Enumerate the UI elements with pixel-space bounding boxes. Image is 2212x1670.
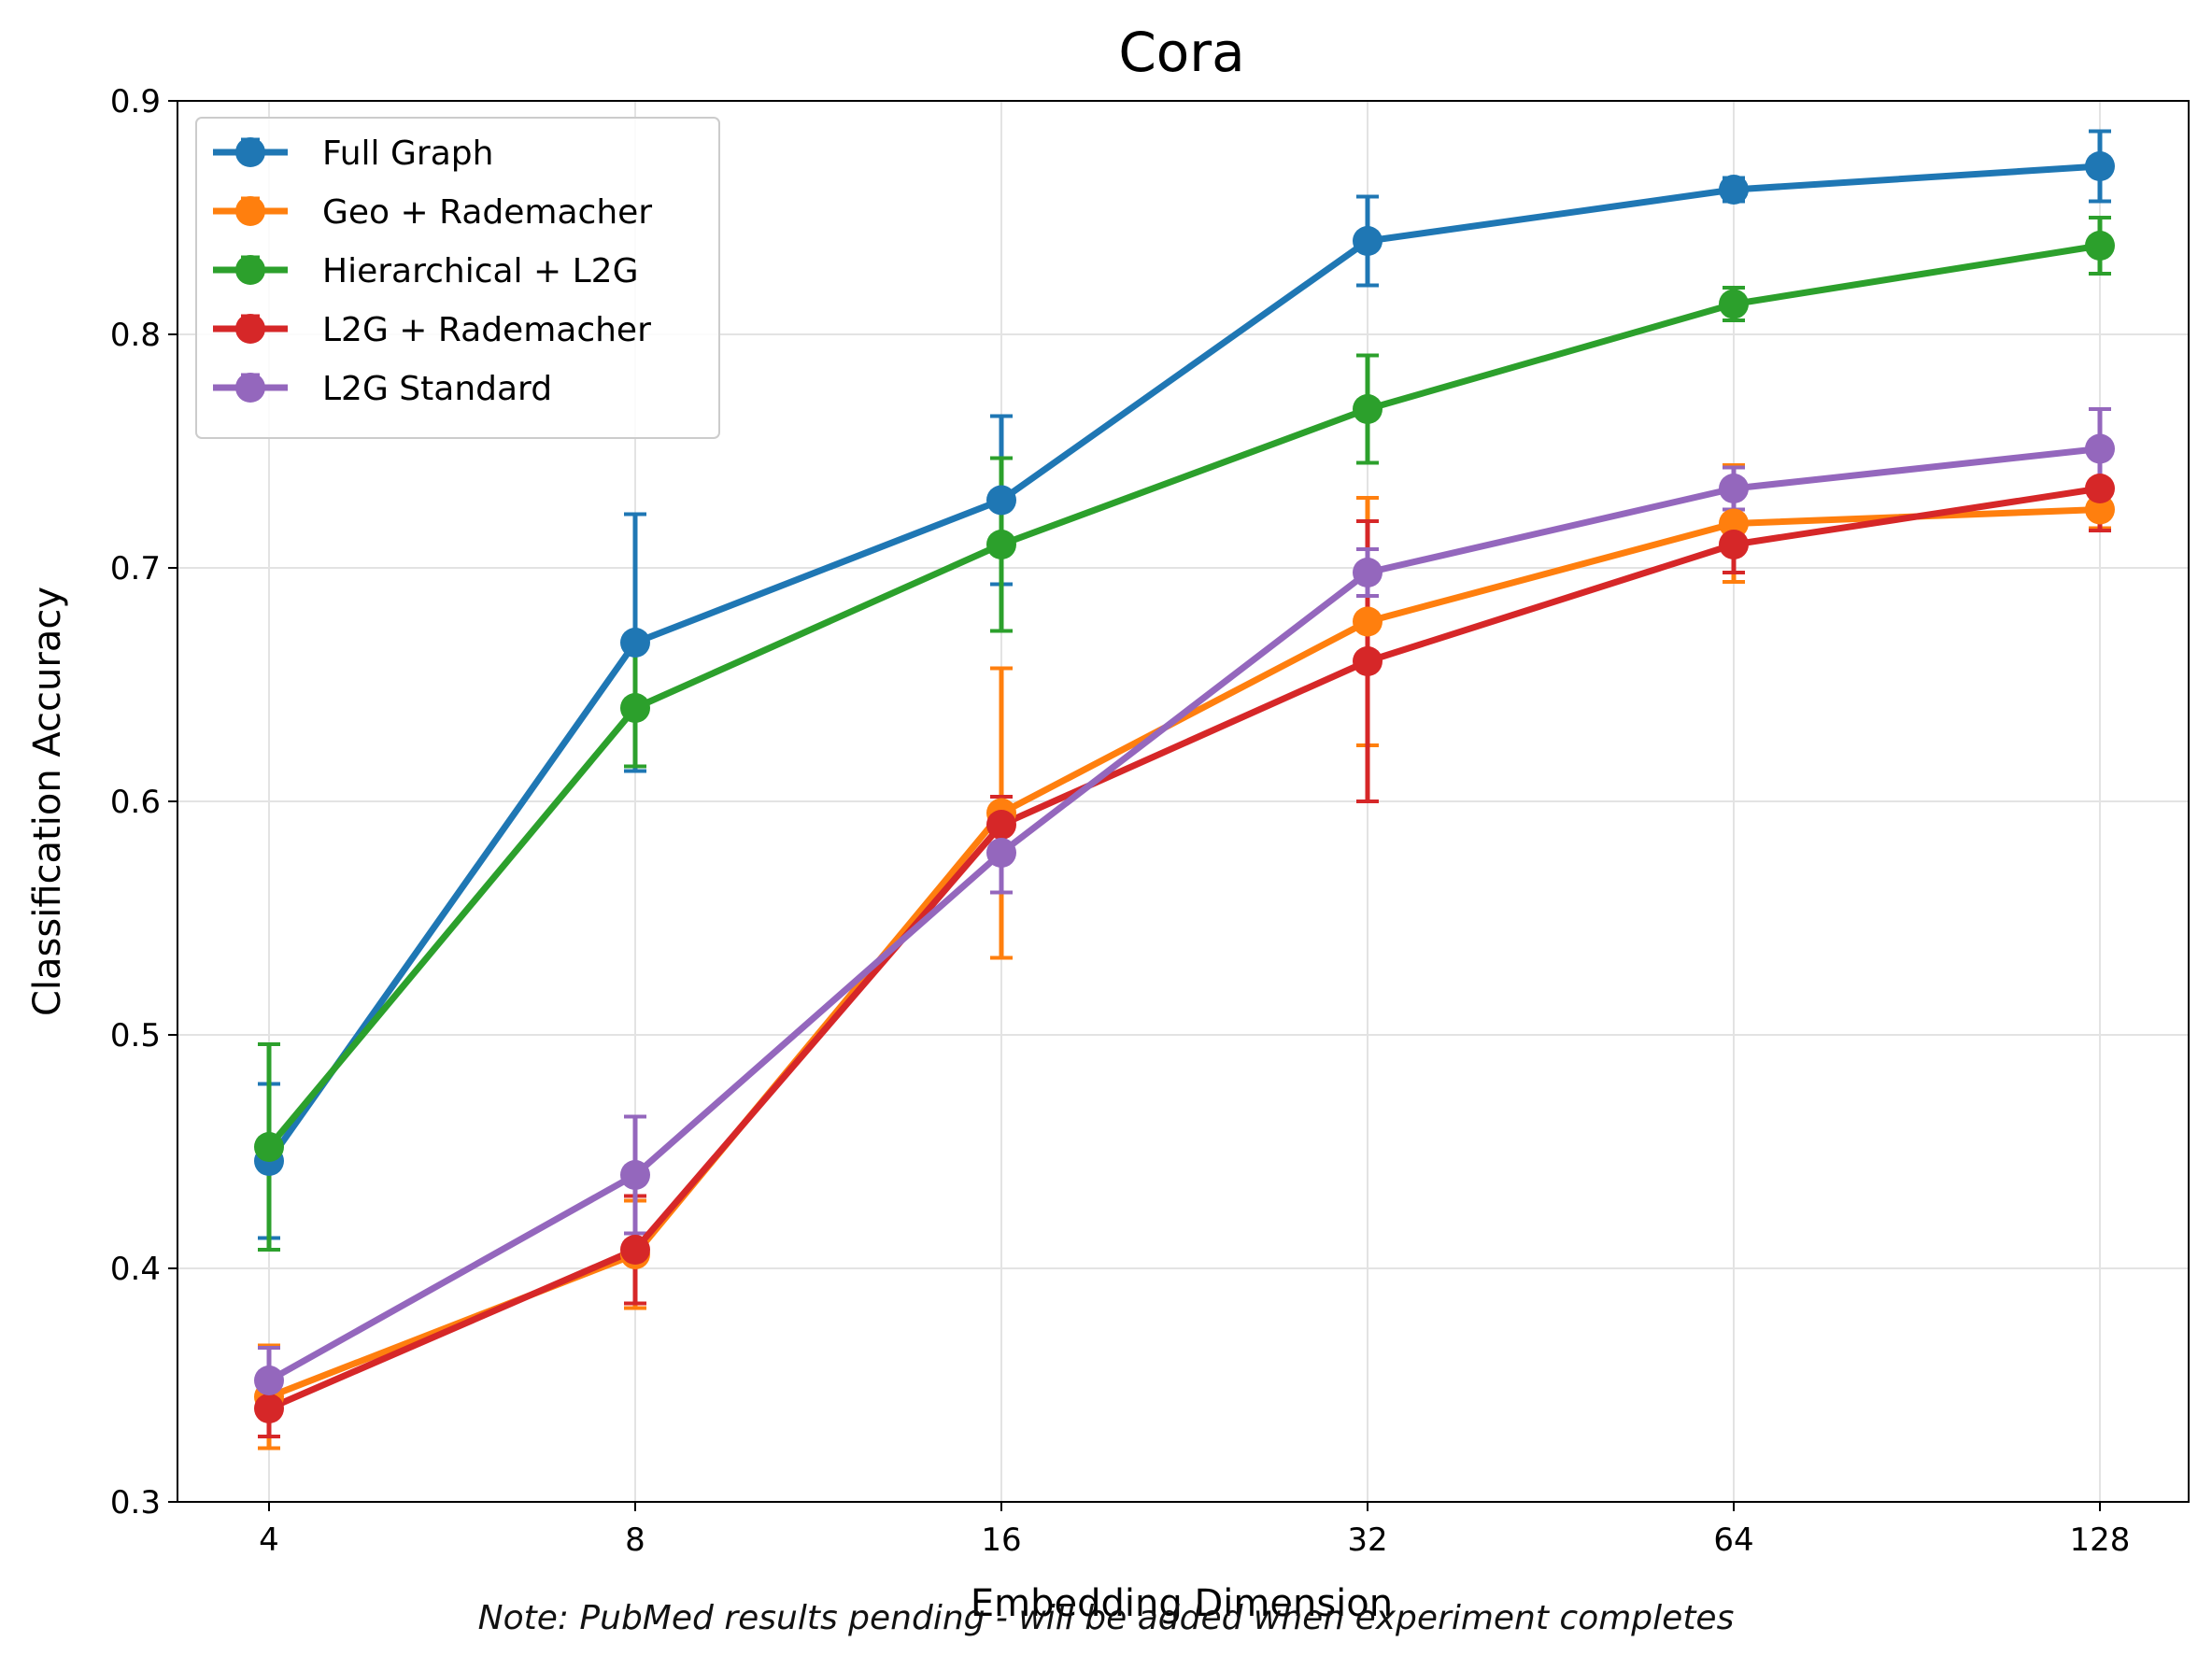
- legend-entry-geo-rademacher: Geo + Rademacher: [213, 193, 652, 232]
- legend-marker: [235, 137, 265, 167]
- data-point-hierarchical-l2g: [1353, 394, 1382, 424]
- series-line-full-graph: [266, 163, 2101, 1164]
- data-point-full-graph: [1719, 175, 1749, 205]
- data-point-l2g-standard: [1353, 558, 1382, 587]
- data-point-l2g-standard: [254, 1366, 284, 1395]
- series-line-l2g-rademacher: [267, 485, 2101, 1412]
- legend-entry-l2g-standard: L2G Standard: [213, 370, 552, 408]
- series-line-l2g-standard: [267, 446, 2101, 1384]
- y-tick-label: 0.6: [110, 784, 161, 821]
- legend-label: Geo + Rademacher: [322, 193, 652, 232]
- x-tick-label: 64: [1713, 1521, 1753, 1559]
- data-point-hierarchical-l2g: [2085, 231, 2115, 261]
- data-point-l2g-rademacher: [1719, 530, 1749, 559]
- data-point-l2g-rademacher: [2085, 474, 2115, 503]
- data-point-geo-rademacher: [1719, 508, 1749, 539]
- data-point-l2g-rademacher: [986, 810, 1016, 840]
- series-line-geo-rademacher: [267, 506, 2101, 1400]
- data-point-l2g-standard: [620, 1160, 650, 1190]
- data-point-hierarchical-l2g: [254, 1132, 284, 1162]
- series-lines: [266, 163, 2101, 1412]
- legend-marker: [235, 255, 265, 285]
- data-point-hierarchical-l2g: [620, 693, 650, 723]
- legend-entry-hierarchical-l2g: Hierarchical + L2G: [213, 252, 638, 290]
- x-tick-label: 4: [259, 1521, 279, 1559]
- data-point-l2g-rademacher: [254, 1394, 284, 1423]
- y-tick-label: 0.8: [110, 317, 161, 354]
- x-tick-label: 8: [625, 1521, 645, 1559]
- legend-label: Full Graph: [322, 134, 493, 173]
- data-point-l2g-rademacher: [1353, 646, 1382, 676]
- x-axis-label: Embedding Dimension: [971, 1582, 1393, 1625]
- data-point-l2g-rademacher: [620, 1235, 650, 1265]
- y-tick-label: 0.7: [110, 550, 161, 587]
- data-point-full-graph: [1353, 226, 1382, 256]
- x-tick-label: 16: [981, 1521, 1021, 1559]
- y-tick-label: 0.3: [110, 1484, 161, 1521]
- y-tick-label: 0.5: [110, 1017, 161, 1054]
- y-axis-ticks: 0.3 0.4 0.5 0.6 0.7 0.8 0.9: [110, 83, 177, 1521]
- data-point-hierarchical-l2g: [1719, 289, 1749, 319]
- y-tick-label: 0.9: [110, 83, 161, 120]
- x-axis-ticks: 4 8 16 32 64 128: [259, 1502, 2130, 1559]
- y-axis-label: Classification Accuracy: [26, 587, 69, 1016]
- legend-box: [195, 117, 720, 439]
- series-line-hierarchical-l2g: [266, 242, 2101, 1150]
- x-tick-label: 128: [2070, 1521, 2131, 1559]
- legend-label: Hierarchical + L2G: [322, 252, 638, 290]
- legend-marker: [235, 196, 265, 226]
- series-markers: [254, 151, 2115, 1423]
- legend: Full Graph Geo + Rademacher Hierarchical +…: [195, 117, 720, 439]
- data-point-hierarchical-l2g: [986, 530, 1016, 559]
- legend-marker: [235, 314, 265, 344]
- x-tick-label: 32: [1347, 1521, 1387, 1559]
- legend-entry-full-graph: Full Graph: [213, 134, 493, 173]
- data-point-full-graph: [2085, 151, 2115, 181]
- data-point-l2g-standard: [986, 838, 1016, 868]
- legend-label: L2G Standard: [322, 370, 552, 408]
- data-point-full-graph: [986, 485, 1016, 516]
- legend-entry-l2g-rademacher: L2G + Rademacher: [213, 311, 651, 349]
- chart-title: Cora: [1118, 21, 1244, 84]
- data-point-geo-rademacher: [2085, 494, 2115, 525]
- data-point-l2g-standard: [1719, 474, 1749, 503]
- legend-marker: [235, 373, 265, 403]
- data-point-l2g-standard: [2085, 433, 2115, 464]
- legend-label: L2G + Rademacher: [322, 311, 651, 349]
- y-tick-label: 0.4: [110, 1251, 161, 1288]
- data-point-geo-rademacher: [1353, 606, 1382, 637]
- footnote: Note: PubMed results pending - will be a…: [477, 1599, 1735, 1637]
- data-point-full-graph: [620, 628, 650, 658]
